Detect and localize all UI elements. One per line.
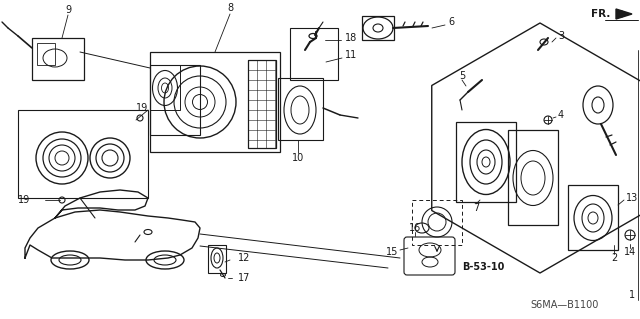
Bar <box>208 245 226 273</box>
Bar <box>150 65 180 110</box>
Text: 10: 10 <box>292 153 304 163</box>
Text: 4: 4 <box>558 110 564 120</box>
Text: S6MA—B1100: S6MA—B1100 <box>531 300 599 310</box>
Text: 15: 15 <box>386 247 398 257</box>
Text: 17: 17 <box>238 273 250 283</box>
Text: 12: 12 <box>238 253 250 263</box>
Text: 2: 2 <box>611 253 617 263</box>
Text: 14: 14 <box>624 247 636 257</box>
Bar <box>18 110 148 198</box>
Text: 19: 19 <box>18 195 30 205</box>
Bar <box>412 200 462 245</box>
Bar <box>508 130 558 225</box>
Bar <box>32 38 84 80</box>
Bar <box>290 28 338 80</box>
Text: 3: 3 <box>558 31 564 41</box>
Bar <box>150 65 200 135</box>
Bar <box>37 43 55 65</box>
Text: FR.: FR. <box>591 9 610 19</box>
Text: 5: 5 <box>459 71 465 81</box>
Polygon shape <box>616 9 632 19</box>
Text: 1: 1 <box>629 290 635 300</box>
Text: 7: 7 <box>473 203 479 213</box>
Text: 18: 18 <box>345 33 357 43</box>
Bar <box>456 122 516 202</box>
Text: 16: 16 <box>409 223 421 233</box>
Text: 8: 8 <box>227 3 233 13</box>
Text: 13: 13 <box>626 193 638 203</box>
Text: B-53-10: B-53-10 <box>462 262 504 272</box>
Bar <box>362 16 394 40</box>
Bar <box>568 185 618 250</box>
Bar <box>248 60 276 148</box>
Text: 6: 6 <box>448 17 454 27</box>
Bar <box>150 52 280 152</box>
Text: 19: 19 <box>136 103 148 113</box>
Text: 9: 9 <box>65 5 71 15</box>
Bar <box>278 78 323 140</box>
Text: 11: 11 <box>345 50 357 60</box>
